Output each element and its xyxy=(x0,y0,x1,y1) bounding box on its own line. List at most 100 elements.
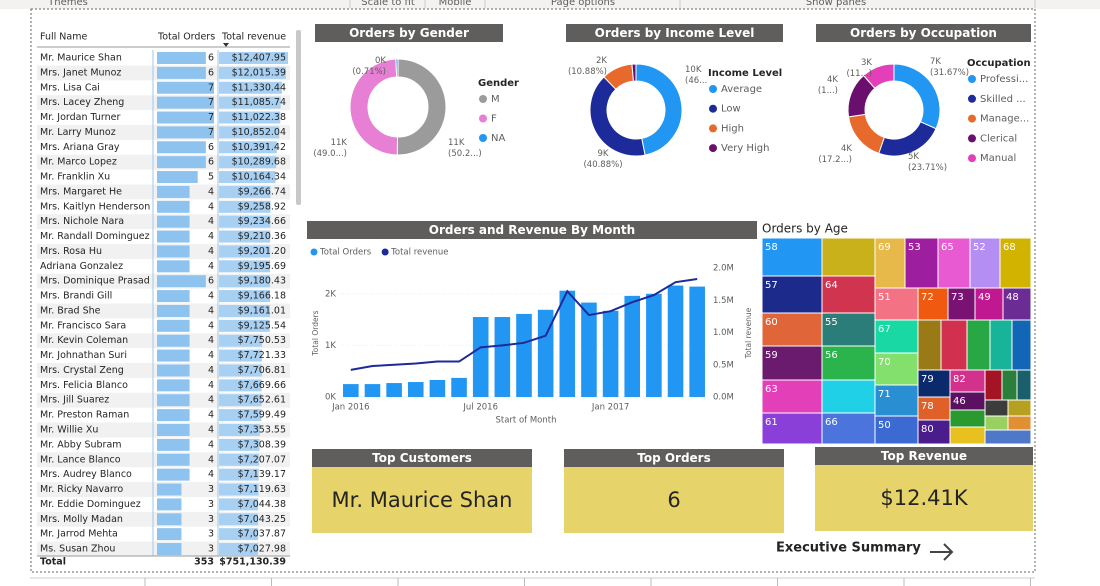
name-cell: Mr. Brad She xyxy=(40,305,101,316)
tile-label: 68 xyxy=(1003,242,1016,253)
orders-cell: 4 xyxy=(208,380,214,391)
revenue-bar xyxy=(219,438,260,451)
name-cell: Mrs. Jill Suarez xyxy=(40,395,109,406)
data-label: 0K (0.71%) xyxy=(352,56,386,77)
orders-bar xyxy=(157,126,214,139)
treemap-tile[interactable] xyxy=(989,319,1013,371)
orders-cell: 4 xyxy=(208,216,214,227)
donut-slice xyxy=(589,76,646,157)
orders-bar xyxy=(157,513,182,526)
legend-label[interactable]: F xyxy=(491,114,497,125)
bar xyxy=(559,290,576,397)
toolbar-item[interactable]: Show panes xyxy=(806,0,866,8)
revenue-bar xyxy=(219,126,280,139)
name-cell: Mr. Franklin Xu xyxy=(40,172,110,183)
toolbar-item[interactable]: Mobile xyxy=(439,0,472,8)
treemap-tile[interactable] xyxy=(821,379,876,414)
legend-label[interactable]: Total revenue xyxy=(390,248,448,258)
treemap-tile[interactable] xyxy=(966,319,991,371)
data-label: 5K (23.71%) xyxy=(908,152,947,173)
toolbar-item[interactable]: Page options xyxy=(551,0,615,8)
treemap-tile[interactable] xyxy=(1001,369,1018,401)
revenue-cell: $11,022.38 xyxy=(232,112,286,123)
legend-swatch xyxy=(709,124,717,133)
legend-label[interactable]: Very High xyxy=(721,143,769,154)
orders-bar xyxy=(157,543,182,556)
legend-label[interactable]: Professi... xyxy=(980,74,1028,85)
revenue-bar xyxy=(219,141,277,154)
legend-label[interactable]: M xyxy=(491,94,500,105)
donut-slice xyxy=(349,58,399,156)
toolbar-item[interactable]: Themes xyxy=(47,0,88,8)
legend-swatch xyxy=(479,95,487,103)
revenue-cell: $10,289.68 xyxy=(232,157,286,168)
tile-label: 64 xyxy=(825,280,838,291)
treemap-tile[interactable] xyxy=(761,275,823,314)
tile-label: 51 xyxy=(878,292,891,303)
name-cell: Mrs. Audrey Blanco xyxy=(40,469,132,480)
orders-bar xyxy=(157,52,206,64)
orders-cell: 4 xyxy=(208,305,214,316)
orders-cell: 7 xyxy=(208,82,214,93)
treemap-tile[interactable] xyxy=(949,426,986,445)
line xyxy=(350,277,698,371)
revenue-cell: $7,750.53 xyxy=(238,335,286,346)
treemap-tile[interactable] xyxy=(874,319,919,354)
treemap-tile[interactable] xyxy=(984,429,1032,445)
treemap-tile[interactable] xyxy=(917,419,951,445)
toolbar-item[interactable]: Scale to fit xyxy=(361,0,415,8)
orders-cell: 4 xyxy=(208,395,214,406)
legend-label[interactable]: Low xyxy=(721,104,741,115)
scrollbar[interactable] xyxy=(296,30,301,205)
nav-arrow[interactable] xyxy=(930,543,954,561)
treemap-tile[interactable] xyxy=(917,369,951,398)
legend-label[interactable]: Manual xyxy=(980,153,1016,164)
name-cell: Mr. Eddie Dominguez xyxy=(40,499,141,510)
y-axis-title: Total Orders xyxy=(311,310,320,356)
x-tick-label: Jan 2017 xyxy=(591,403,629,413)
treemap-tile[interactable] xyxy=(949,409,986,428)
legend-label[interactable]: Clerical xyxy=(980,133,1017,144)
treemap-tile[interactable] xyxy=(761,345,823,381)
name-cell: Mr. Jarrod Mehta xyxy=(40,529,118,540)
treemap-tile[interactable] xyxy=(821,312,876,347)
orders-cell: 5 xyxy=(208,172,214,183)
legend-label[interactable]: Total Orders xyxy=(319,248,372,258)
treemap-tile[interactable] xyxy=(917,319,942,371)
treemap-tile[interactable] xyxy=(1002,287,1032,321)
treemap-tile[interactable] xyxy=(1007,399,1032,417)
name-cell: Mrs. Molly Madan xyxy=(40,514,123,525)
orders-bar xyxy=(157,111,214,124)
nav-link[interactable]: Executive Summary xyxy=(776,541,921,556)
revenue-cell: $7,308.39 xyxy=(238,439,286,450)
legend-label[interactable]: Manage... xyxy=(980,114,1029,125)
treemap-tile[interactable] xyxy=(1016,369,1032,401)
revenue-bar xyxy=(219,483,259,496)
treemap-tile[interactable] xyxy=(821,275,876,314)
donut-slice xyxy=(631,63,637,82)
treemap-tile[interactable] xyxy=(761,237,823,277)
treemap-tile[interactable] xyxy=(874,415,919,445)
legend-swatch xyxy=(968,75,976,83)
legend-label[interactable]: Skilled ... xyxy=(980,94,1026,105)
treemap-tile[interactable] xyxy=(1011,319,1032,371)
legend-label[interactable]: High xyxy=(721,123,744,134)
treemap-tile[interactable] xyxy=(974,287,1004,321)
card-title: Top Orders xyxy=(637,451,711,465)
legend-label[interactable]: NA xyxy=(491,133,505,144)
treemap-tile[interactable] xyxy=(984,369,1003,401)
treemap-tile[interactable] xyxy=(984,399,1009,417)
treemap-tile[interactable] xyxy=(940,319,968,371)
legend-label[interactable]: Average xyxy=(721,84,762,95)
treemap-tile[interactable] xyxy=(984,415,1009,431)
treemap-tile[interactable] xyxy=(821,412,876,445)
revenue-bar xyxy=(219,111,281,124)
orders-bar xyxy=(157,171,198,184)
revenue-bar xyxy=(219,468,259,481)
treemap-tile[interactable] xyxy=(1007,415,1032,431)
name-cell: Mrs. Lacey Zheng xyxy=(40,97,124,108)
orders-cell: 4 xyxy=(208,261,214,272)
treemap-tile[interactable] xyxy=(821,237,876,277)
treemap-tile[interactable] xyxy=(761,412,823,445)
revenue-cell: $9,210.36 xyxy=(238,231,286,242)
